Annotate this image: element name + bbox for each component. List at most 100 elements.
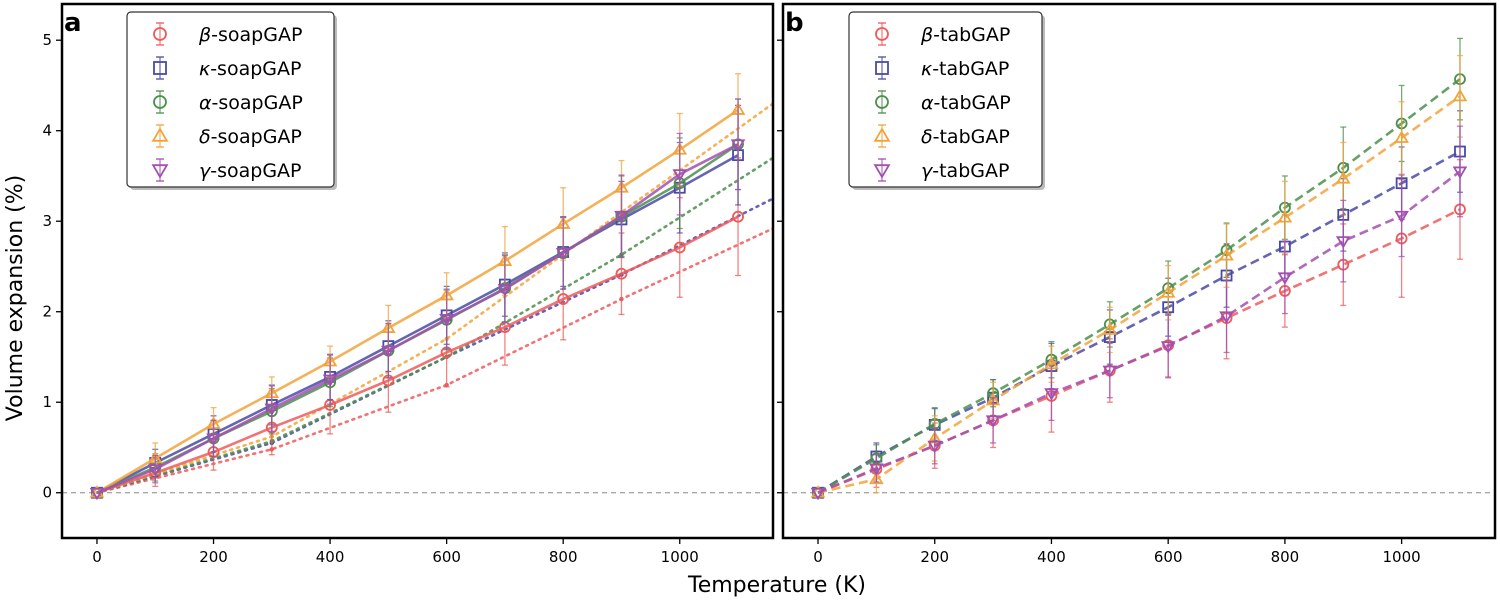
legend-label-gamma: γ-tabGAP bbox=[921, 160, 1009, 182]
data-point-gamma bbox=[927, 440, 943, 454]
x-tick-label: 0 bbox=[92, 548, 102, 566]
x-tick-label: 1000 bbox=[1383, 548, 1421, 566]
data-point-gamma bbox=[89, 487, 105, 501]
legend-marker-kappa bbox=[875, 61, 889, 75]
series-beta bbox=[812, 159, 1466, 499]
axes-frame bbox=[60, 2, 775, 540]
data-point-beta bbox=[673, 241, 686, 254]
data-point-gamma bbox=[730, 139, 746, 152]
data-point-delta bbox=[1335, 171, 1351, 184]
data-point-gamma bbox=[1219, 311, 1234, 324]
legend-marker-alpha bbox=[153, 95, 167, 109]
data-point-delta bbox=[1277, 210, 1293, 223]
x-tick-label: 600 bbox=[1154, 548, 1183, 566]
series-gamma bbox=[810, 125, 1468, 501]
x-tick-label: 600 bbox=[432, 548, 461, 566]
y-tick-label: 1 bbox=[42, 393, 52, 411]
data-point-gamma bbox=[264, 403, 280, 417]
series-line-kappa bbox=[96, 154, 739, 494]
legend-marker-beta bbox=[153, 27, 167, 41]
plot-area bbox=[89, 73, 773, 501]
panel-a: 0 200 400 600 800 1000 0 1 2 3 4 5a β-soapGAP κ-soapG… bbox=[42, 2, 775, 566]
y-tick-label: 3 bbox=[42, 212, 52, 230]
data-point-gamma bbox=[614, 210, 629, 224]
legend-marker-delta bbox=[151, 127, 169, 142]
data-point-gamma bbox=[810, 487, 826, 501]
data-point-gamma bbox=[206, 433, 221, 446]
data-point-delta bbox=[1394, 130, 1409, 143]
data-point-gamma bbox=[869, 463, 884, 476]
x-axis-label: Temperature (K) bbox=[687, 573, 866, 598]
y-axis-label: Volume expansion (%) bbox=[3, 175, 28, 421]
plot-area bbox=[810, 37, 1468, 501]
legend-marker-kappa bbox=[153, 61, 167, 75]
data-point-gamma bbox=[1044, 388, 1059, 401]
data-point-delta bbox=[1160, 285, 1176, 298]
data-point-gamma bbox=[381, 345, 396, 359]
x-tick-label: 400 bbox=[316, 548, 345, 566]
data-point-gamma bbox=[1452, 166, 1468, 179]
data-point-gamma bbox=[1102, 365, 1118, 379]
series-line-beta bbox=[817, 208, 1461, 494]
x-tick-label: 800 bbox=[549, 548, 578, 566]
data-point-beta bbox=[732, 210, 744, 223]
data-point-gamma bbox=[322, 374, 338, 388]
data-point-beta bbox=[615, 267, 628, 280]
series-line-delta bbox=[96, 108, 739, 494]
legend-box bbox=[848, 11, 1043, 188]
data-point-beta bbox=[557, 293, 570, 305]
x-tick-label: 0 bbox=[813, 548, 823, 566]
y-tick-label: 5 bbox=[42, 31, 52, 49]
data-point-delta bbox=[1102, 322, 1118, 335]
axes-frame bbox=[781, 2, 1497, 540]
data-point-gamma bbox=[1335, 236, 1351, 249]
legend-label-kappa: κ-tabGAP bbox=[921, 58, 1009, 80]
series-line-alpha bbox=[817, 78, 1461, 494]
series-line-gamma bbox=[96, 143, 739, 494]
data-point-delta bbox=[869, 471, 884, 485]
panel-letter: b bbox=[785, 8, 804, 38]
series-line-beta bbox=[96, 215, 739, 494]
data-point-gamma bbox=[555, 247, 571, 261]
data-point-gamma bbox=[1277, 272, 1293, 285]
legend-label-delta: δ-soapGAP bbox=[199, 126, 302, 148]
data-point-gamma bbox=[672, 169, 688, 182]
legend-marker-alpha bbox=[875, 95, 889, 109]
x-tick-label: 200 bbox=[920, 548, 949, 566]
legend-box bbox=[126, 11, 335, 188]
y-tick-label: 2 bbox=[42, 303, 52, 321]
x-tick-label: 400 bbox=[1037, 548, 1066, 566]
legend-label-beta: β-tabGAP bbox=[920, 24, 1010, 46]
x-tick-label: 200 bbox=[199, 548, 228, 566]
legend-marker-beta bbox=[875, 27, 889, 41]
series-line-delta bbox=[817, 95, 1461, 495]
legend-marker-gamma bbox=[151, 164, 169, 179]
dotted-series-beta bbox=[95, 227, 773, 495]
data-point-delta bbox=[1219, 248, 1234, 261]
legend-label-alpha: α-soapGAP bbox=[199, 92, 303, 114]
x-tick-label: 1000 bbox=[661, 548, 699, 566]
legend-label-beta: β-soapGAP bbox=[198, 24, 302, 46]
legend-label-alpha: α-tabGAP bbox=[921, 92, 1011, 114]
data-point-gamma bbox=[439, 314, 454, 327]
y-tick-label: 0 bbox=[42, 484, 52, 502]
x-tick-label: 800 bbox=[1271, 548, 1300, 566]
series-gamma bbox=[89, 98, 746, 501]
series-line-gamma bbox=[817, 170, 1461, 494]
panel-letter: a bbox=[64, 8, 82, 38]
y-tick-label: 4 bbox=[42, 122, 52, 140]
legend-label-gamma: γ-soapGAP bbox=[199, 160, 302, 182]
data-point-delta bbox=[1452, 88, 1468, 102]
data-point-gamma bbox=[497, 284, 513, 297]
legend-marker-gamma bbox=[873, 164, 891, 179]
data-point-gamma bbox=[147, 464, 163, 477]
panel-b: 0 200 400 600 800 1000 b β-tabGAP κ-tabGAP α-tabG… bbox=[777, 2, 1497, 566]
data-point-gamma bbox=[1394, 210, 1409, 224]
data-point-gamma bbox=[985, 415, 1001, 428]
legend-label-kappa: κ-soapGAP bbox=[199, 58, 301, 80]
series-line-kappa bbox=[817, 150, 1461, 494]
data-point-gamma bbox=[1160, 341, 1176, 354]
legend-label-delta: δ-tabGAP bbox=[921, 126, 1010, 148]
